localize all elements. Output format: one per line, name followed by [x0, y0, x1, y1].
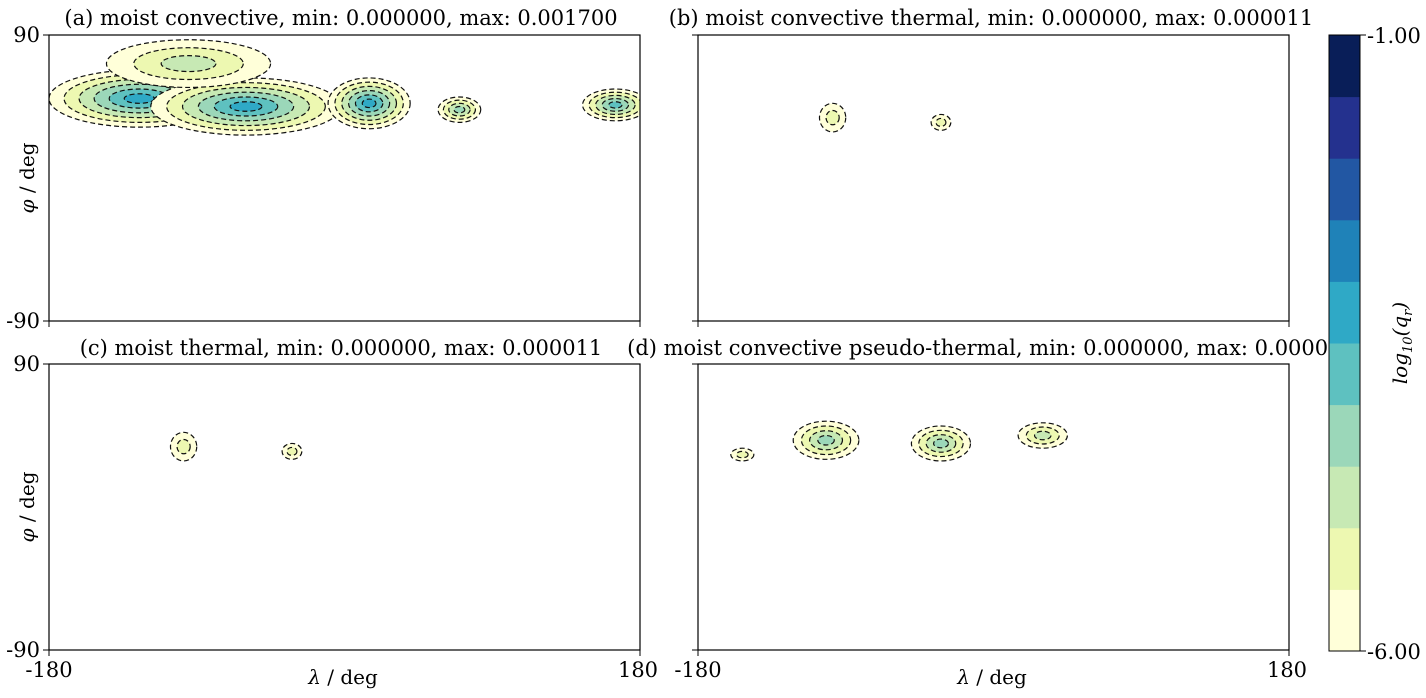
panel-d-xlabel: λ / deg — [956, 665, 1027, 689]
contour-level-2 — [1033, 430, 1052, 441]
colorbar-band — [1329, 404, 1360, 467]
colorbar-band — [1329, 96, 1360, 159]
panel-a-ytick-top: 90 — [13, 23, 40, 47]
contour-level-5 — [229, 101, 263, 112]
colorbar-tick-top: -1.00 — [1367, 24, 1421, 48]
panel-a: (a) moist convective, min: 0.000000, max… — [6, 6, 641, 333]
colorbar-band — [1329, 343, 1360, 406]
panel-a-title: (a) moist convective, min: 0.000000, max… — [64, 6, 617, 30]
panel-d-xtick-right: 180 — [1267, 658, 1307, 682]
panel-c-xtick-right: 180 — [618, 658, 658, 682]
contour-level-3 — [932, 438, 949, 449]
contour-level-3 — [817, 434, 835, 446]
colorbar-bands — [1329, 35, 1360, 652]
contour-level-3 — [453, 105, 466, 114]
contour-level-1 — [735, 450, 749, 459]
panel-b: (b) moist convective thermal, min: 0.000… — [669, 6, 1313, 327]
colorbar-label: log10(qr) — [1388, 302, 1416, 384]
contour-level-1 — [935, 117, 947, 127]
panel-b-title: (b) moist convective thermal, min: 0.000… — [669, 6, 1313, 30]
panel-c-xtick-left: -180 — [25, 658, 72, 682]
panel-c-ytick-bottom: -90 — [6, 638, 40, 662]
panel-d: (d) moist convective pseudo-thermal, min… — [627, 336, 1355, 689]
panel-c-xlabel: λ / deg — [307, 665, 378, 689]
panel-c-ytick-top: 90 — [13, 352, 40, 376]
contour-level-4 — [608, 101, 623, 109]
panel-d-frame — [697, 363, 1290, 651]
panel-d-contours — [730, 420, 1068, 462]
contour-level-2 — [160, 55, 217, 73]
colorbar-band — [1329, 35, 1360, 98]
panel-a-contours — [49, 39, 640, 136]
colorbar: -1.00 -6.00 log10(qr) — [1328, 24, 1421, 664]
panel-a-ylabel: φ / deg — [15, 142, 39, 213]
panel-b-frame — [697, 34, 1290, 322]
contour-level-5 — [123, 93, 155, 104]
colorbar-tick-bottom: -6.00 — [1367, 640, 1421, 664]
contour-level-1 — [176, 438, 191, 455]
panel-c-title: (c) moist thermal, min: 0.000000, max: 0… — [80, 336, 603, 360]
contour-level-5 — [361, 98, 377, 109]
panel-c-ylabel: φ / deg — [15, 471, 39, 542]
colorbar-band — [1329, 466, 1360, 529]
panel-c: (c) moist thermal, min: 0.000000, max: 0… — [6, 336, 658, 689]
colorbar-frame — [1328, 34, 1361, 652]
panel-d-title: (d) moist convective pseudo-thermal, min… — [627, 336, 1355, 360]
contour-level-1 — [286, 446, 298, 456]
panel-a-frame — [48, 34, 641, 322]
panel-d-xtick-left: -180 — [674, 658, 721, 682]
panel-b-contours — [818, 102, 952, 133]
colorbar-band — [1329, 527, 1360, 590]
panel-c-contours — [169, 431, 303, 462]
panel-c-frame — [48, 363, 641, 651]
colorbar-band — [1329, 219, 1360, 282]
colorbar-band — [1329, 281, 1360, 344]
contour-level-1 — [825, 109, 840, 126]
panel-a-ytick-bottom: -90 — [6, 309, 40, 333]
colorbar-band — [1329, 158, 1360, 221]
colorbar-band — [1329, 589, 1360, 652]
